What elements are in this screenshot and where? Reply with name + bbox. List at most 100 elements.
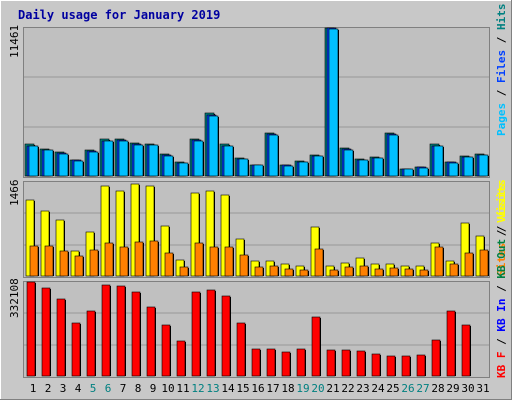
- bar-sites-day-11-face: [179, 266, 189, 277]
- bar-kbf-day-2-face: [41, 287, 51, 377]
- bar-sites-day-9: [149, 240, 159, 277]
- bar-pages-day-2-face: [43, 149, 54, 177]
- legend-sep: /: [495, 279, 508, 299]
- kbytes-ymax-label: 332108: [8, 278, 21, 318]
- bar-pages-day-29: [448, 162, 459, 177]
- bar-kbf-day-7-face: [116, 285, 126, 377]
- bar-pages-day-10: [163, 155, 174, 177]
- bar-sites-day-26: [404, 268, 414, 277]
- bar-pages-day-18: [283, 165, 294, 177]
- bar-kbf-day-5: [86, 310, 96, 377]
- bar-sites-day-28-face: [434, 246, 444, 277]
- bar-pages-day-30-face: [463, 156, 474, 177]
- bar-sites-day-18: [284, 268, 294, 277]
- bar-sites-day-29-face: [449, 263, 459, 277]
- x-label-day-24: 24: [371, 382, 385, 395]
- chart-title: Daily usage for January 2019: [18, 8, 220, 22]
- bar-kbf-day-3: [56, 298, 66, 377]
- bar-sites-day-3-face: [59, 250, 69, 277]
- bar-sites-day-2: [44, 245, 54, 277]
- bar-kbf-day-9-face: [146, 306, 156, 377]
- bar-kbf-day-6-face: [101, 284, 111, 377]
- legend-visits: Visits: [495, 183, 508, 223]
- bar-kbf-day-10: [161, 324, 171, 377]
- bar-pages-day-18-face: [283, 165, 294, 177]
- bar-sites-day-12: [194, 242, 204, 277]
- x-label-day-5: 5: [90, 382, 97, 395]
- bar-kbf-day-12: [191, 291, 201, 377]
- x-label-day-27: 27: [416, 382, 429, 395]
- x-label-day-21: 21: [326, 382, 339, 395]
- bar-sites-day-9-face: [149, 240, 159, 277]
- legend-kbf: KB F: [495, 352, 508, 379]
- legend-sep: /: [495, 332, 508, 352]
- bar-pages-day-14: [223, 145, 234, 177]
- bar-pages-day-12: [193, 140, 204, 177]
- x-label-day-12: 12: [191, 382, 204, 395]
- bar-sites-day-24-face: [374, 268, 384, 277]
- legend-files: Files: [495, 50, 508, 83]
- x-label-day-2: 2: [45, 382, 52, 395]
- bar-pages-day-6: [103, 140, 114, 177]
- bar-kbf-day-25-face: [386, 355, 396, 377]
- x-label-day-3: 3: [60, 382, 67, 395]
- bar-pages-day-9-face: [148, 144, 159, 177]
- bar-pages-day-7-face: [118, 140, 129, 177]
- kbytes-gridlines: [24, 312, 489, 346]
- x-label-day-31: 31: [476, 382, 489, 395]
- bar-kbf-day-15-face: [236, 322, 246, 377]
- bar-sites-day-24: [374, 268, 384, 277]
- bar-pages-day-24-face: [373, 157, 384, 177]
- legend-hits: Hits: [495, 4, 508, 31]
- bar-pages-day-25-face: [388, 134, 399, 177]
- bar-kbf-day-25: [386, 355, 396, 377]
- x-label-day-1: 1: [30, 382, 37, 395]
- bar-pages-day-13-face: [208, 115, 219, 177]
- bar-sites-day-20-face: [314, 248, 324, 277]
- legend-kbin: KB In: [495, 299, 508, 332]
- bar-kbf-day-28-face: [431, 339, 441, 377]
- bar-pages-day-19-face: [298, 161, 309, 177]
- bar-sites-day-25: [389, 267, 399, 277]
- bar-pages-day-27-face: [418, 167, 429, 177]
- bar-pages-day-17-face: [268, 134, 279, 177]
- bar-pages-day-8-face: [133, 144, 144, 177]
- bar-sites-day-21-face: [329, 269, 339, 277]
- bar-pages-day-22: [343, 149, 354, 177]
- bar-pages-day-19: [298, 161, 309, 177]
- x-label-day-23: 23: [356, 382, 369, 395]
- visits-legend: Sites / Visits: [495, 183, 508, 276]
- chart-bars: [24, 27, 489, 377]
- bar-kbf-day-4: [71, 322, 81, 377]
- bar-pages-day-11: [178, 162, 189, 177]
- bar-sites-day-26-face: [404, 268, 414, 277]
- bar-sites-day-10: [164, 252, 174, 277]
- bar-kbf-day-27-face: [416, 354, 426, 377]
- bar-kbf-day-29: [446, 310, 456, 377]
- x-label-day-15: 15: [236, 382, 249, 395]
- bar-kbf-day-20-face: [311, 316, 321, 377]
- bar-kbf-day-13: [206, 289, 216, 377]
- bar-sites-day-8-face: [134, 241, 144, 277]
- bar-pages-day-9: [148, 144, 159, 177]
- bar-pages-day-22-face: [343, 149, 354, 177]
- bar-sites-day-14-face: [224, 246, 234, 277]
- bar-pages-day-8: [133, 144, 144, 177]
- bar-sites-day-11: [179, 266, 189, 277]
- bar-sites-day-31: [479, 249, 489, 277]
- bar-sites-day-7: [119, 246, 129, 277]
- bar-kbf-day-10-face: [161, 324, 171, 377]
- bar-pages-day-4: [73, 160, 84, 177]
- x-label-day-4: 4: [75, 382, 82, 395]
- bar-kbf-day-26-face: [401, 355, 411, 377]
- bar-pages-day-31-face: [478, 154, 489, 177]
- bar-pages-day-6-face: [103, 140, 114, 177]
- bar-sites-day-3: [59, 250, 69, 277]
- x-label-day-10: 10: [161, 382, 174, 395]
- bar-kbf-day-27: [416, 354, 426, 377]
- bar-kbf-day-3-face: [56, 298, 66, 377]
- bar-pages-day-31: [478, 154, 489, 177]
- bar-pages-day-28: [433, 145, 444, 177]
- bar-sites-day-6: [104, 242, 114, 277]
- bar-sites-day-17: [269, 265, 279, 277]
